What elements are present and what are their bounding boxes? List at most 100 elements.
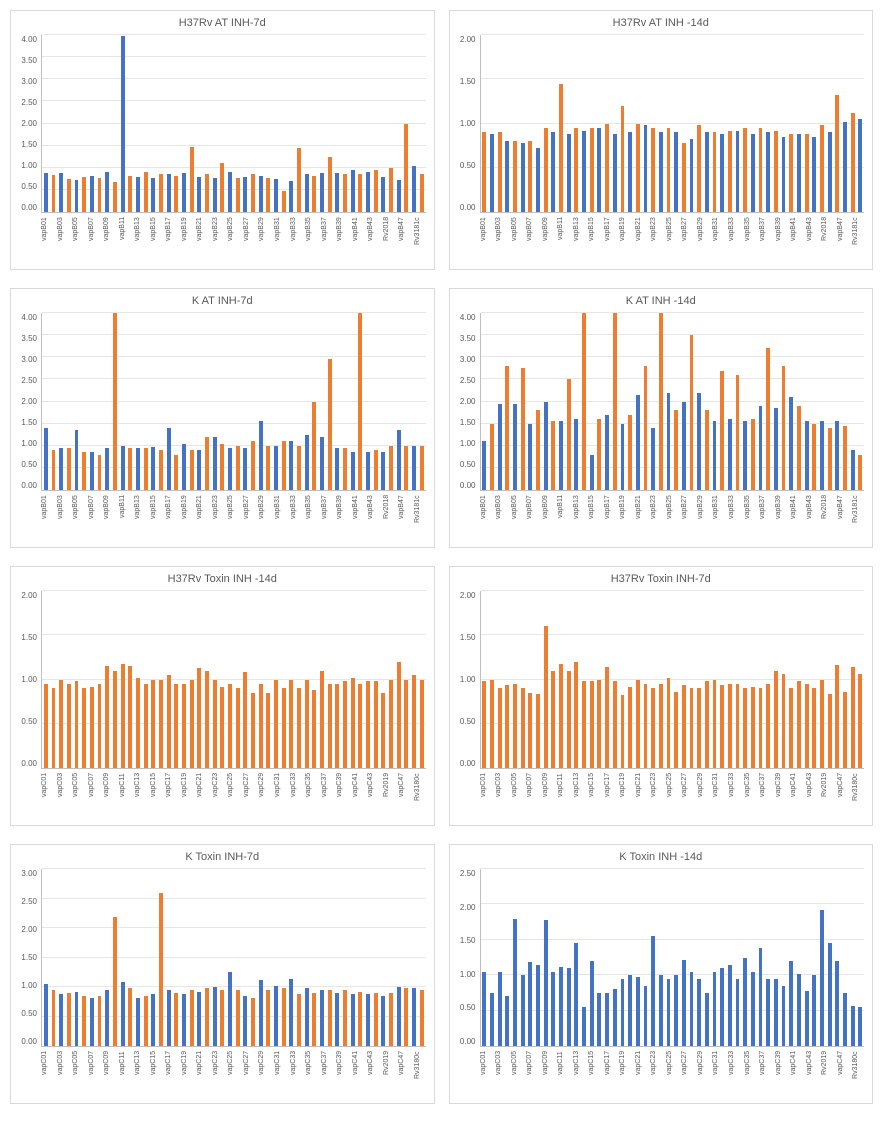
bar [759,688,763,768]
bar [528,962,532,1046]
bar [44,428,48,490]
bar [251,998,255,1046]
bar [351,452,355,490]
y-tick-label: 3.50 [454,334,476,343]
x-tick-label: vapC21 [635,773,647,825]
bar [358,684,362,768]
bar [597,993,601,1046]
bar [651,428,655,490]
bar [98,455,102,490]
bar [544,626,548,768]
x-tick-label: vapC05 [72,773,84,825]
bar [90,998,94,1046]
x-tick-label: vapC11 [119,1051,131,1103]
x-tick-label: vapB21 [635,217,647,269]
bar [820,421,824,490]
bar [513,684,517,768]
bar [420,174,424,212]
bar [720,371,724,490]
y-tick-label: 0.50 [15,717,37,726]
bar [75,180,79,212]
x-tick-label: vapB47 [398,217,410,269]
bar [289,181,293,212]
y-tick-label: 3.50 [15,56,37,65]
bar [121,982,125,1046]
x-tick-label: vapB41 [352,495,364,547]
x-tick-label: vapB47 [837,217,849,269]
x-tick-label: vapC03 [57,1051,69,1103]
x-tick-label: vapB29 [697,495,709,547]
bar [498,688,502,768]
bar [697,979,701,1046]
bar [128,448,132,490]
bar [190,450,194,490]
bar [490,424,494,490]
bar [713,132,717,212]
x-tick-label: vapB07 [526,217,538,269]
bar [220,687,224,768]
x-tick-label: vapC41 [790,1051,802,1103]
x-tick-label: vapB37 [759,495,771,547]
chart-title: H37Rv AT INH-7d [11,11,434,31]
bar [490,680,494,769]
x-tick-label: vapB39 [775,217,787,269]
x-tick-label: Rv3181c [414,495,426,547]
bar [159,680,163,769]
x-tick-label: Rv3180c [852,773,864,825]
bar [835,961,839,1046]
y-tick-label: 1.00 [454,439,476,448]
bar [397,430,401,490]
bar [667,128,671,212]
x-tick-label: vapB23 [212,217,224,269]
bar [358,174,362,212]
x-tick-label: vapB11 [557,217,569,269]
bar [251,441,255,490]
bar [528,141,532,212]
bar [297,148,301,212]
bar [498,132,502,212]
x-tick-label: vapB25 [227,217,239,269]
x-tick-label: vapB25 [227,495,239,547]
bar [113,671,117,768]
bar [328,684,332,768]
bar [282,688,286,768]
bar [743,688,747,768]
x-tick-label: vapB07 [88,217,100,269]
bar [713,680,717,769]
bar [743,421,747,490]
x-tick-label: vapB31 [712,495,724,547]
bar [113,917,117,1046]
x-tick-label: vapB27 [243,495,255,547]
y-tick-label: 3.00 [15,355,37,364]
bar [381,452,385,490]
bar [782,366,786,490]
bar [705,681,709,768]
bar [498,972,502,1046]
bar [789,397,793,490]
bar [213,178,217,213]
bar [75,430,79,490]
y-axis: 0.000.501.001.502.002.503.003.504.00 [454,313,480,491]
x-tick-label: vapB09 [103,217,115,269]
bar [128,176,132,212]
x-tick-label: vapB27 [243,217,255,269]
chart-title: H37Rv Toxin INH -14d [11,567,434,587]
y-tick-label: 0.50 [15,1009,37,1018]
bar [144,448,148,490]
bar [843,122,847,212]
bar [205,437,209,490]
bar [266,446,270,490]
y-axis: 0.000.501.001.502.00 [15,591,41,769]
bar [182,994,186,1046]
y-tick-label: 2.00 [454,397,476,406]
x-tick-label: vapB15 [588,217,600,269]
bar [59,448,63,490]
y-tick-label: 1.50 [15,418,37,427]
bar [843,426,847,490]
bar [343,448,347,490]
x-tick-label: vapB19 [181,217,193,269]
chart-panel: K AT INH -14d0.000.501.001.502.002.503.0… [449,288,874,548]
plot-area [41,591,426,769]
bar [720,685,724,768]
x-tick-label: vapC47 [398,773,410,825]
